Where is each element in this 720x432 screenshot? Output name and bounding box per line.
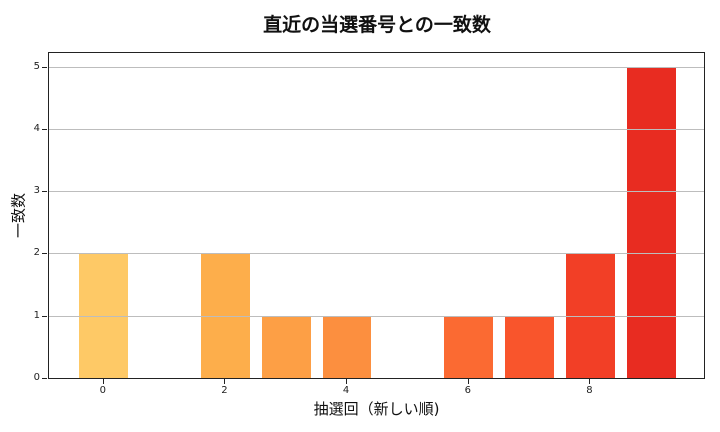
y-tick (42, 191, 47, 193)
y-axis-title: 一致数 (9, 193, 28, 239)
y-tick-label: 4 (33, 122, 40, 134)
x-tick-label: 2 (221, 385, 228, 396)
x-tick-label: 6 (464, 385, 471, 396)
y-tick (42, 128, 47, 130)
x-tick-label: 0 (99, 385, 106, 396)
gridline (49, 128, 704, 130)
gridline (49, 66, 704, 68)
y-tick-label: 0 (33, 372, 40, 383)
x-tick-label: 4 (342, 385, 350, 396)
y-tick-label: 1 (33, 309, 40, 321)
y-tick (42, 378, 47, 379)
y-tick (42, 253, 47, 255)
y-tick-label: 5 (33, 60, 40, 72)
bar (322, 315, 372, 378)
gridline (49, 191, 704, 193)
x-tick (346, 379, 348, 384)
plot-area (48, 52, 705, 379)
bar (626, 66, 676, 378)
bar (261, 315, 311, 378)
y-tick (42, 66, 47, 68)
x-tick-label: 8 (586, 385, 593, 396)
bar (505, 315, 554, 378)
x-tick (102, 379, 104, 384)
x-tick (467, 379, 469, 384)
y-tick-label: 3 (33, 185, 40, 197)
x-tick (224, 379, 226, 384)
y-tick-label: 2 (33, 247, 40, 259)
gridline (49, 253, 704, 255)
x-axis-title: 抽選回（新しい順) (313, 400, 440, 418)
chart-title: 直近の当選番号との一致数 (263, 14, 491, 36)
bar (444, 315, 494, 378)
gridline (49, 315, 704, 317)
y-tick (42, 315, 47, 317)
x-tick (589, 379, 591, 384)
